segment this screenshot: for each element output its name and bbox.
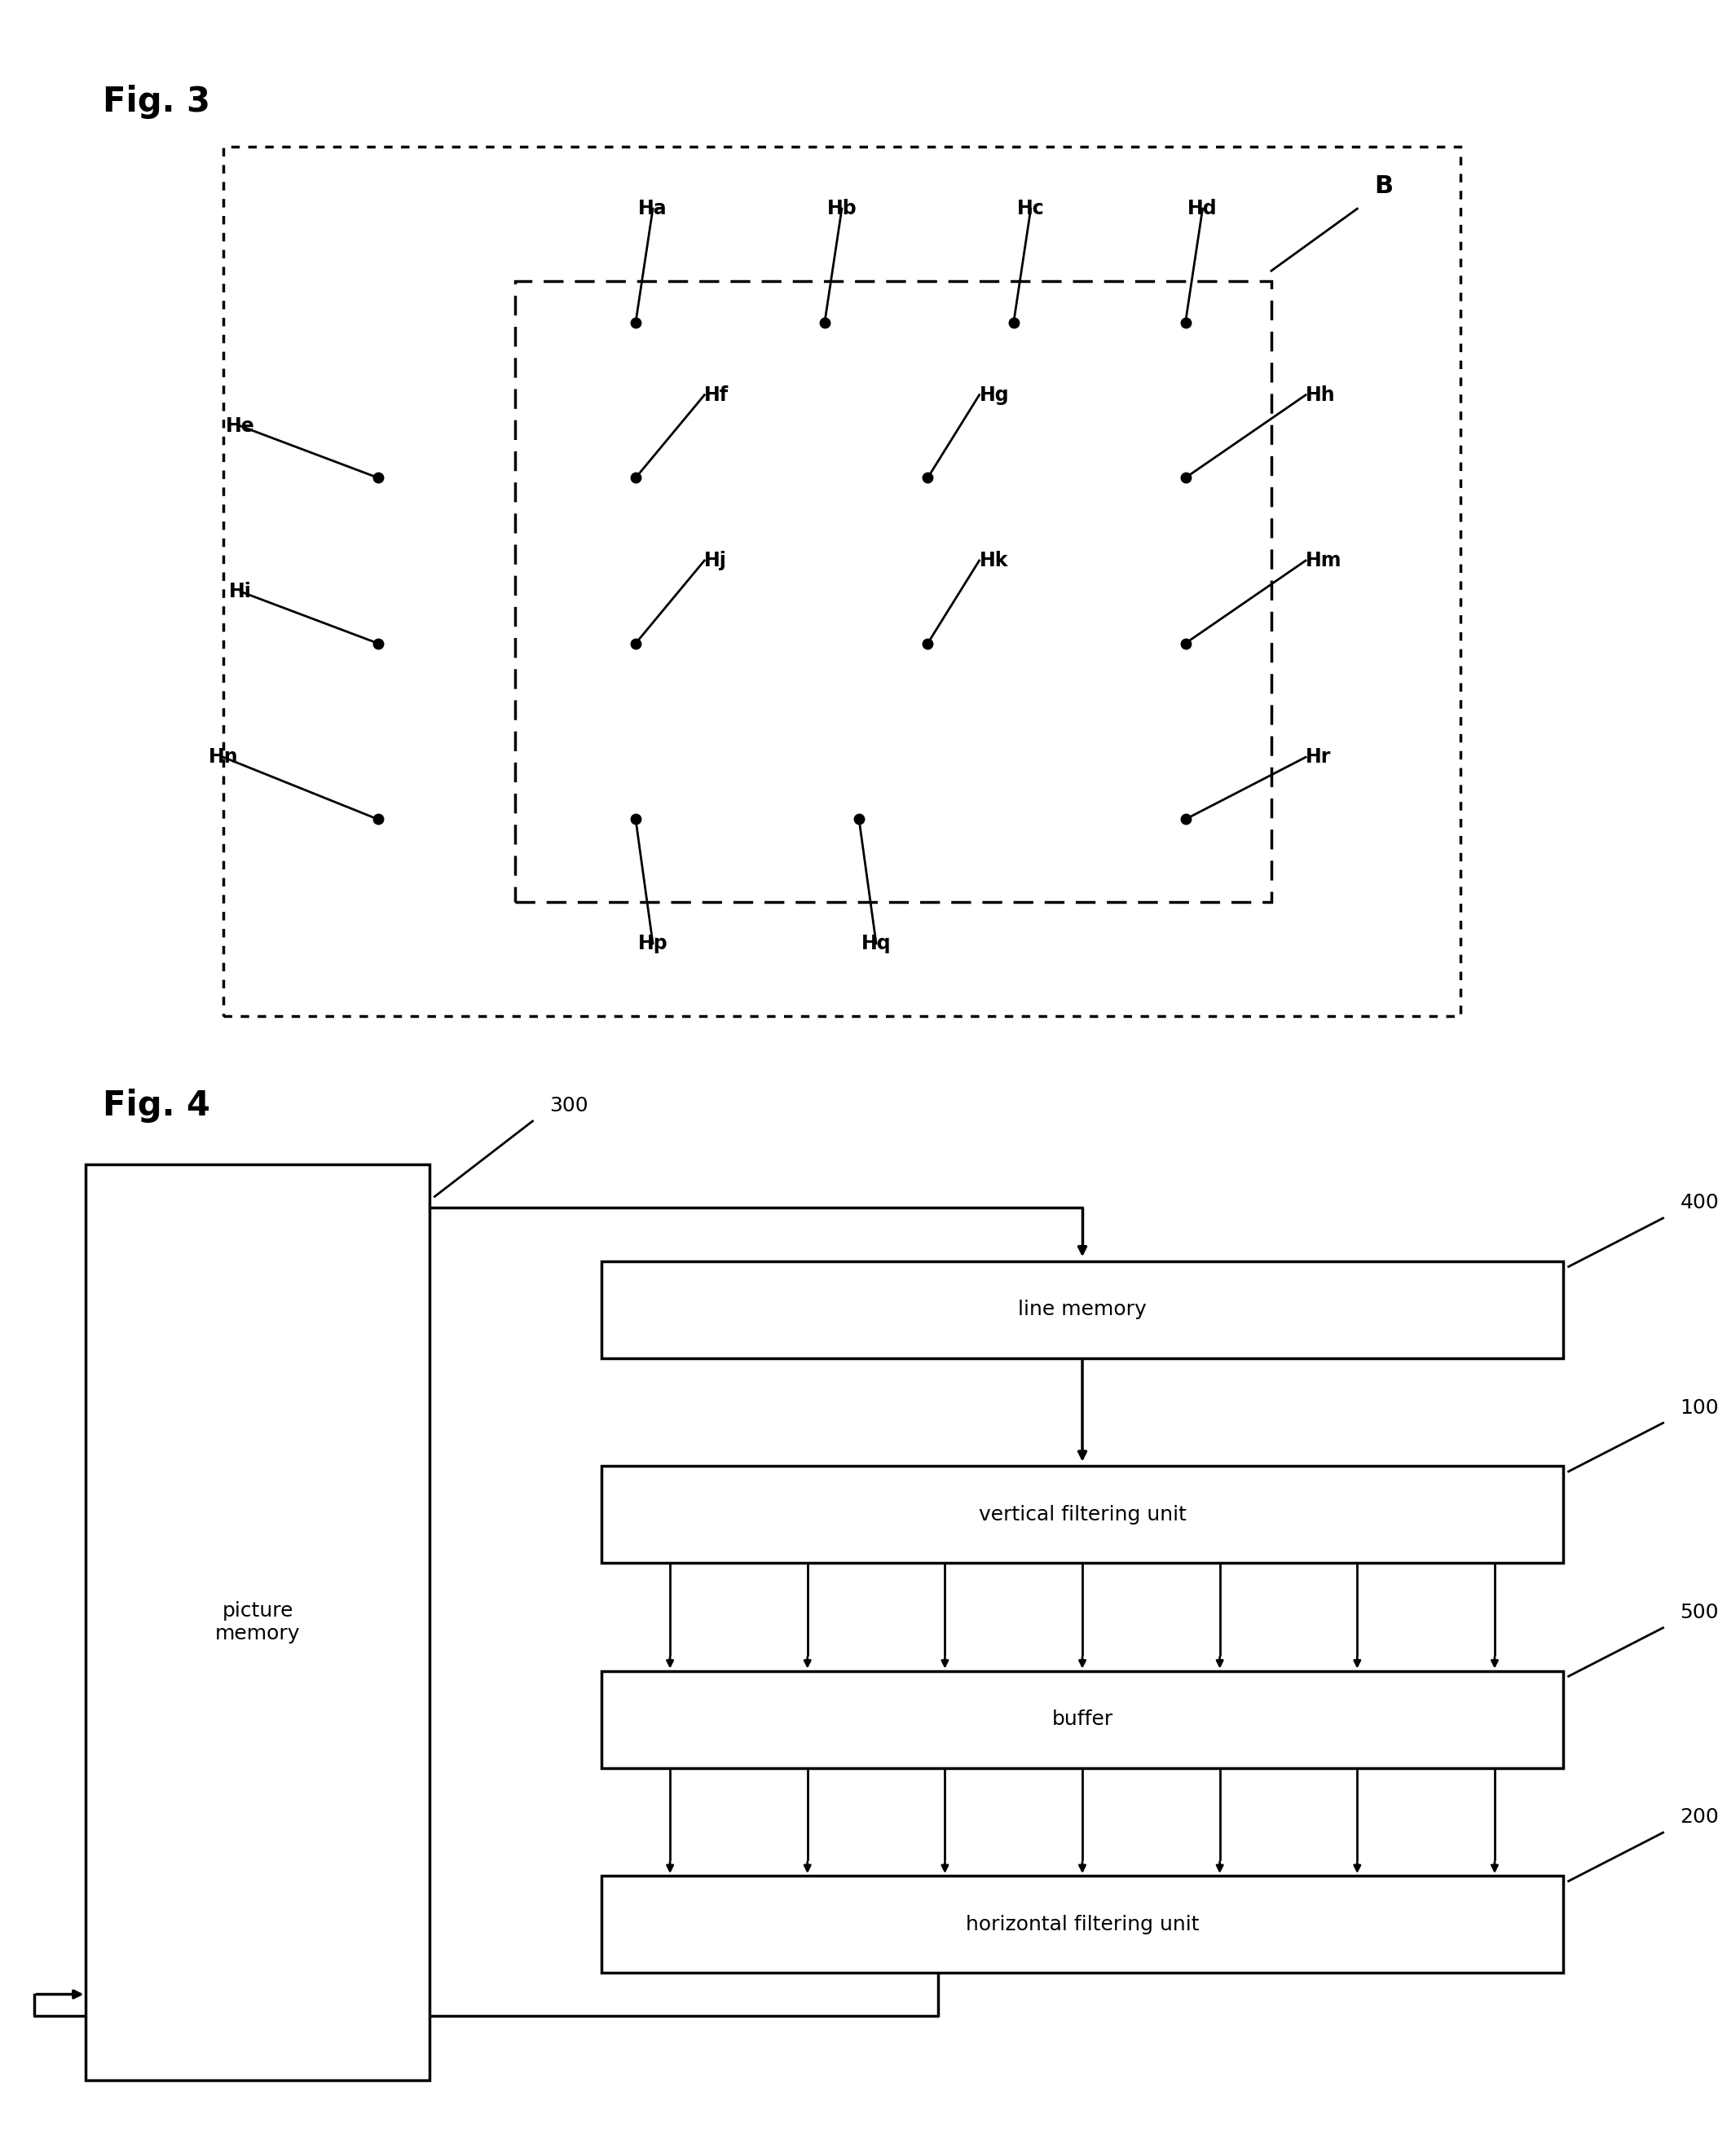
Text: Hd: Hd [1187, 198, 1218, 218]
Text: Hf: Hf [704, 386, 728, 405]
Text: Hj: Hj [704, 550, 727, 571]
Bar [515, 280, 1271, 901]
Text: Hq: Hq [861, 934, 892, 953]
Text: 300: 300 [550, 1095, 589, 1117]
Polygon shape [601, 1261, 1563, 1358]
Text: Fig. 3: Fig. 3 [103, 84, 211, 119]
Text: 400: 400 [1680, 1192, 1718, 1212]
Text: buffer: buffer [1051, 1710, 1113, 1729]
Polygon shape [86, 1164, 430, 2081]
Text: 200: 200 [1680, 1807, 1718, 1828]
Polygon shape [601, 1466, 1563, 1563]
Text: line memory: line memory [1019, 1300, 1146, 1319]
Text: 100: 100 [1680, 1397, 1718, 1419]
Polygon shape [601, 1671, 1563, 1768]
Text: Hm: Hm [1306, 550, 1342, 571]
Polygon shape [601, 1876, 1563, 1973]
Text: Hp: Hp [637, 934, 668, 953]
Text: Hk: Hk [979, 550, 1008, 571]
Text: Fig. 4: Fig. 4 [103, 1089, 211, 1123]
Text: picture
memory: picture memory [215, 1602, 301, 1643]
Text: Hn: Hn [208, 748, 239, 768]
Text: Ha: Ha [639, 198, 667, 218]
Text: Hg: Hg [979, 386, 1008, 405]
Text: B: B [1374, 175, 1393, 198]
Text: Hh: Hh [1306, 386, 1335, 405]
Text: horizontal filtering unit: horizontal filtering unit [966, 1915, 1199, 1934]
Text: Hc: Hc [1017, 198, 1045, 218]
Bar [223, 147, 1460, 1015]
Text: vertical filtering unit: vertical filtering unit [979, 1505, 1185, 1524]
Text: Hr: Hr [1306, 748, 1331, 768]
Text: Hi: Hi [228, 582, 253, 602]
Text: 500: 500 [1680, 1602, 1718, 1621]
Text: He: He [227, 416, 254, 436]
Text: Hb: Hb [826, 198, 857, 218]
